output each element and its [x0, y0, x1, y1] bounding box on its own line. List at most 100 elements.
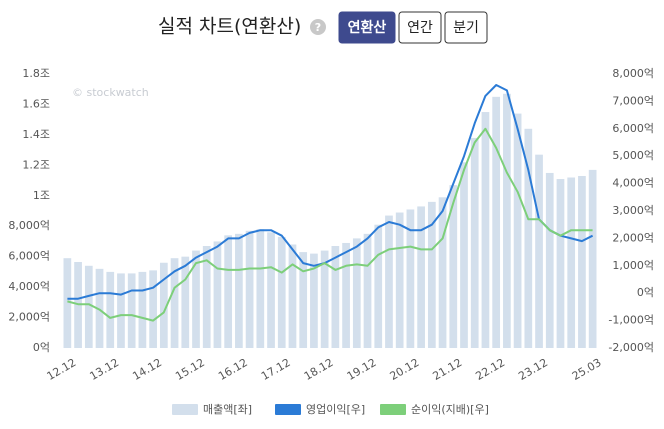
bar: [363, 233, 372, 348]
bar: [427, 201, 436, 348]
bar: [213, 241, 222, 348]
bar: [288, 244, 297, 348]
bar: [374, 224, 383, 348]
bar: [331, 246, 340, 348]
bar: [299, 252, 308, 348]
y-tick-label: 1.8조: [22, 67, 50, 80]
bar: [127, 273, 136, 348]
x-tick-label: 21.12: [431, 356, 465, 383]
legend-swatch: [172, 404, 198, 415]
x-tick-label: 16.12: [216, 356, 250, 383]
x-tick-label: 13.12: [87, 356, 121, 383]
x-tick-label: 25.03: [570, 356, 604, 383]
bar: [267, 232, 275, 348]
legend-swatch: [380, 404, 406, 415]
watermark: © stockwatch: [72, 86, 149, 99]
bar: [63, 258, 72, 348]
bar: [417, 206, 425, 348]
bar: [202, 246, 211, 348]
bar: [556, 179, 565, 348]
line: [67, 84, 594, 300]
legend-label: 순이익(지배)[우]: [411, 403, 489, 416]
control-button[interactable]: [398, 11, 442, 44]
bar: [535, 154, 543, 348]
bar: [235, 233, 243, 348]
y-tick-label: 6,000억: [8, 250, 50, 263]
bar: [84, 265, 93, 348]
x-tick-label: 15.12: [173, 356, 207, 383]
y-tick-label: 2,000억: [8, 311, 50, 324]
x-tick-label: 23.12: [516, 356, 550, 383]
y-tick-label: 1.6조: [22, 97, 50, 110]
bar: [513, 113, 522, 348]
legend-label: 영업이익[우]: [306, 403, 365, 416]
x-tick-label: 18.12: [302, 356, 336, 383]
bar: [470, 137, 479, 348]
bar: [545, 172, 554, 348]
y2-tick-label: 6,000억: [612, 122, 654, 135]
y-tick-label: 1조: [33, 189, 50, 202]
x-tick-label: 14.12: [130, 356, 164, 383]
bar: [106, 271, 115, 348]
bar: [438, 197, 447, 348]
control-label: 연간: [407, 20, 433, 36]
y-tick-label: 1.4조: [22, 128, 50, 141]
bar: [159, 262, 168, 348]
y-tick-label: 0억: [33, 341, 50, 354]
y2-tick-label: -2,000억: [608, 341, 654, 354]
bar: [449, 185, 458, 348]
bar: [460, 162, 468, 348]
bar: [503, 93, 511, 349]
bar: [567, 177, 576, 348]
bar: [181, 256, 190, 348]
y2-tick-label: 1,000억: [612, 259, 654, 272]
bar: [588, 169, 597, 348]
control-button[interactable]: [444, 11, 488, 44]
y2-tick-label: 7,000억: [612, 94, 654, 107]
y2-tick-label: 3,000억: [612, 204, 654, 217]
bar: [138, 271, 147, 348]
bar: [342, 242, 350, 348]
y2-tick-label: 4,000억: [612, 177, 654, 190]
bar: [95, 268, 104, 348]
bar: [524, 128, 533, 348]
help-icon-mark: ?: [315, 21, 321, 34]
y-tick-label: 1.2조: [22, 158, 50, 171]
y-tick-label: 8,000억: [8, 219, 50, 232]
bar: [224, 235, 233, 348]
line: [67, 127, 593, 322]
bar: [117, 273, 125, 348]
control-button[interactable]: [338, 11, 396, 44]
y2-tick-label: 2,000억: [612, 231, 654, 244]
y2-tick-label: -1,000억: [608, 314, 654, 327]
bar: [310, 253, 318, 348]
x-tick-label: 17.12: [259, 356, 293, 383]
y2-tick-label: 8,000억: [612, 67, 654, 80]
legend-swatch: [275, 404, 301, 415]
control-label: 연환산: [348, 19, 387, 36]
x-tick-label: 22.12: [473, 356, 507, 383]
bar: [385, 215, 393, 348]
bar: [395, 212, 404, 348]
bar: [492, 96, 501, 348]
chart-title: 실적 차트(연환산): [158, 16, 301, 38]
bar: [320, 250, 329, 348]
bar: [245, 230, 254, 348]
bar: [406, 209, 415, 348]
x-tick-label: 19.12: [345, 356, 379, 383]
help-icon[interactable]: [310, 19, 326, 35]
y-tick-label: 4,000억: [8, 280, 50, 293]
bar: [481, 112, 490, 348]
bar: [352, 238, 361, 348]
bar: [192, 250, 200, 348]
control-label: 분기: [453, 20, 479, 36]
y2-tick-label: 5,000억: [612, 149, 654, 162]
bar: [277, 236, 286, 348]
x-tick-label: 20.12: [388, 356, 422, 383]
x-tick-label: 12.12: [45, 356, 79, 383]
bar: [170, 258, 179, 348]
bar: [149, 270, 157, 348]
legend-label: 매출액[좌]: [203, 403, 252, 416]
bar: [578, 175, 586, 348]
y2-tick-label: 0억: [637, 286, 654, 299]
